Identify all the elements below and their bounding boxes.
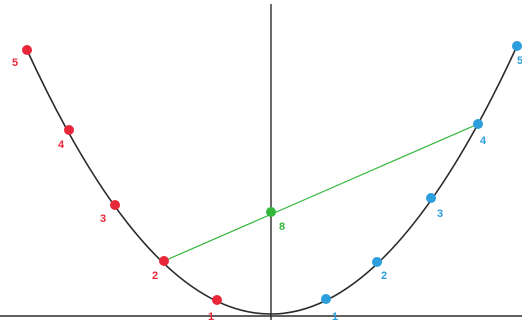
right-point-4 <box>473 119 483 129</box>
left-point-label-5: 5 <box>12 57 18 69</box>
right-point-label-4: 4 <box>480 135 487 147</box>
midpoint-marker <box>266 207 276 217</box>
right-point-1 <box>321 294 331 304</box>
midpoint-label: 8 <box>279 221 285 233</box>
left-point-4 <box>64 125 74 135</box>
right-point-label-2: 2 <box>381 270 387 282</box>
right-point-label-5: 5 <box>517 55 522 67</box>
left-point-group: 1 2 3 4 5 <box>12 45 222 320</box>
left-point-3 <box>110 200 120 210</box>
right-point-label-1: 1 <box>332 311 338 320</box>
right-point-group: 1 2 3 4 5 <box>321 41 522 320</box>
left-point-2 <box>159 256 169 266</box>
right-point-3 <box>426 193 436 203</box>
left-point-5 <box>22 45 32 55</box>
right-point-5 <box>512 41 522 51</box>
chord-line <box>163 123 479 262</box>
left-point-label-2: 2 <box>152 270 158 282</box>
left-point-label-1: 1 <box>208 311 214 320</box>
left-point-label-3: 3 <box>100 213 106 225</box>
left-point-label-4: 4 <box>58 139 65 151</box>
right-point-label-3: 3 <box>437 208 443 220</box>
parabola-curve <box>26 45 518 315</box>
left-point-1 <box>212 295 222 305</box>
right-point-2 <box>372 257 382 267</box>
